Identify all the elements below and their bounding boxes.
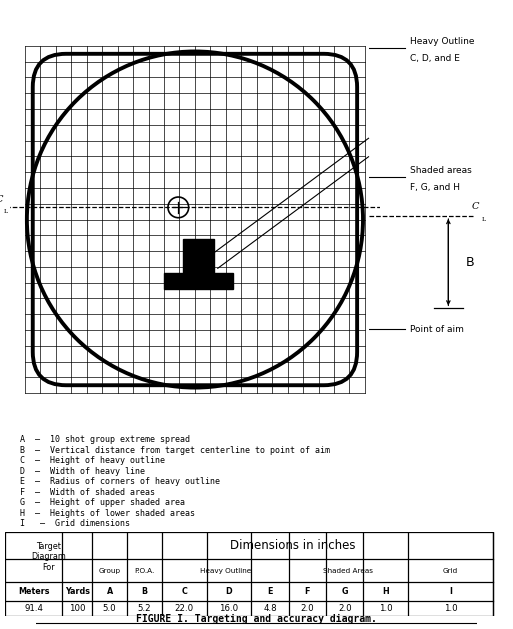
Text: Group: Group <box>98 567 121 574</box>
Text: Shaded areas: Shaded areas <box>409 167 471 175</box>
Text: D  –  Width of heavy line: D – Width of heavy line <box>21 467 145 476</box>
Text: 5.0: 5.0 <box>103 604 116 613</box>
Text: E  –  Radius of corners of heavy outline: E – Radius of corners of heavy outline <box>21 477 220 486</box>
Text: Point of aim: Point of aim <box>409 325 463 334</box>
Bar <box>164 274 233 289</box>
Text: C: C <box>181 587 187 596</box>
Text: F, G, and H: F, G, and H <box>409 183 460 192</box>
Text: 4.8: 4.8 <box>263 604 277 613</box>
Text: 1.0: 1.0 <box>444 604 457 613</box>
Text: Shaded Areas: Shaded Areas <box>324 567 373 574</box>
Text: A: A <box>107 587 113 596</box>
Text: 22.0: 22.0 <box>175 604 194 613</box>
Text: I: I <box>449 587 452 596</box>
Text: Yards: Yards <box>65 587 90 596</box>
Text: H: H <box>382 587 389 596</box>
Text: E: E <box>267 587 273 596</box>
Text: 91.4: 91.4 <box>24 604 43 613</box>
Text: Dimensions in inches: Dimensions in inches <box>230 538 355 552</box>
Text: G  –  Height of upper shaded area: G – Height of upper shaded area <box>21 498 185 508</box>
Text: Grid: Grid <box>443 567 458 574</box>
Text: G: G <box>342 587 348 596</box>
Text: FIGURE I. Targeting and accuracy diagram.: FIGURE I. Targeting and accuracy diagram… <box>136 614 377 624</box>
Text: C: C <box>0 194 3 204</box>
Text: C  –  Height of heavy outline: C – Height of heavy outline <box>21 456 165 465</box>
Text: 2.0: 2.0 <box>301 604 314 613</box>
Text: A  –  10 shot group extreme spread: A – 10 shot group extreme spread <box>21 435 190 444</box>
Text: 1.0: 1.0 <box>379 604 392 613</box>
Text: D: D <box>226 587 232 596</box>
Text: C: C <box>472 202 480 211</box>
Text: P.O.A.: P.O.A. <box>134 567 154 574</box>
Text: B: B <box>466 256 474 269</box>
Text: F  –  Width of shaded areas: F – Width of shaded areas <box>21 488 155 497</box>
Text: 2.0: 2.0 <box>338 604 351 613</box>
Text: 16.0: 16.0 <box>220 604 239 613</box>
Bar <box>183 239 214 274</box>
Text: Heavy Outline: Heavy Outline <box>200 567 251 574</box>
Text: 5.2: 5.2 <box>137 604 151 613</box>
Text: B: B <box>142 587 148 596</box>
Text: Meters: Meters <box>18 587 49 596</box>
Text: C, D, and E: C, D, and E <box>409 54 460 64</box>
Text: B  –  Vertical distance from target centerline to point of aim: B – Vertical distance from target center… <box>21 446 330 455</box>
Text: I   –  Grid dimensions: I – Grid dimensions <box>21 520 130 528</box>
Text: F: F <box>305 587 310 596</box>
Text: 100: 100 <box>69 604 86 613</box>
Text: Target
Diagram
For: Target Diagram For <box>31 542 66 572</box>
Text: L: L <box>4 209 8 214</box>
Text: Heavy Outline: Heavy Outline <box>409 38 474 47</box>
Text: H  –  Heights of lower shaded areas: H – Heights of lower shaded areas <box>21 509 195 518</box>
Text: L: L <box>481 218 485 223</box>
